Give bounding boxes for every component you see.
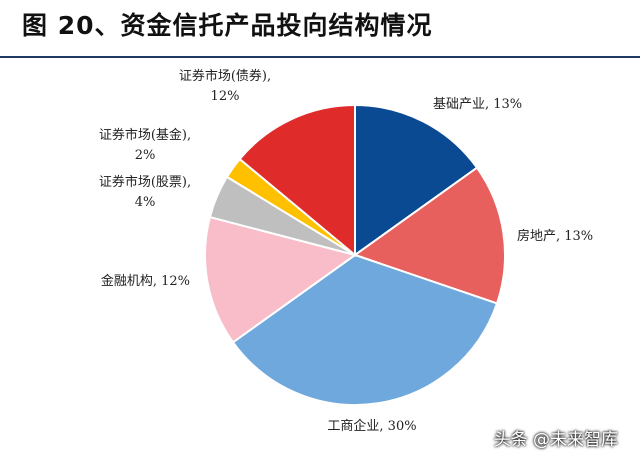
- slice-label: 证券市场(基金), 2%: [99, 127, 191, 163]
- slice-label: 基础产业, 13%: [433, 97, 522, 112]
- watermark: 头条 @未来智库: [493, 430, 618, 450]
- figure-title: 图 20、资金信托产品投向结构情况: [22, 11, 433, 40]
- pie-slice: [238, 103, 356, 258]
- slice-label: 证券市场(股票), 4%: [99, 174, 191, 210]
- slice-label: 金融机构, 12%: [101, 273, 190, 289]
- pie-slice: [231, 253, 499, 406]
- pie-slice: [204, 215, 358, 344]
- title-divider: [0, 56, 640, 58]
- slice-label: 房地产, 13%: [517, 228, 593, 244]
- pie-slice: [352, 166, 506, 305]
- slice-label: 工商企业, 30%: [327, 418, 416, 434]
- pie-slice: [354, 103, 479, 257]
- slice-label: 证券市场(债券), 12%: [179, 68, 271, 104]
